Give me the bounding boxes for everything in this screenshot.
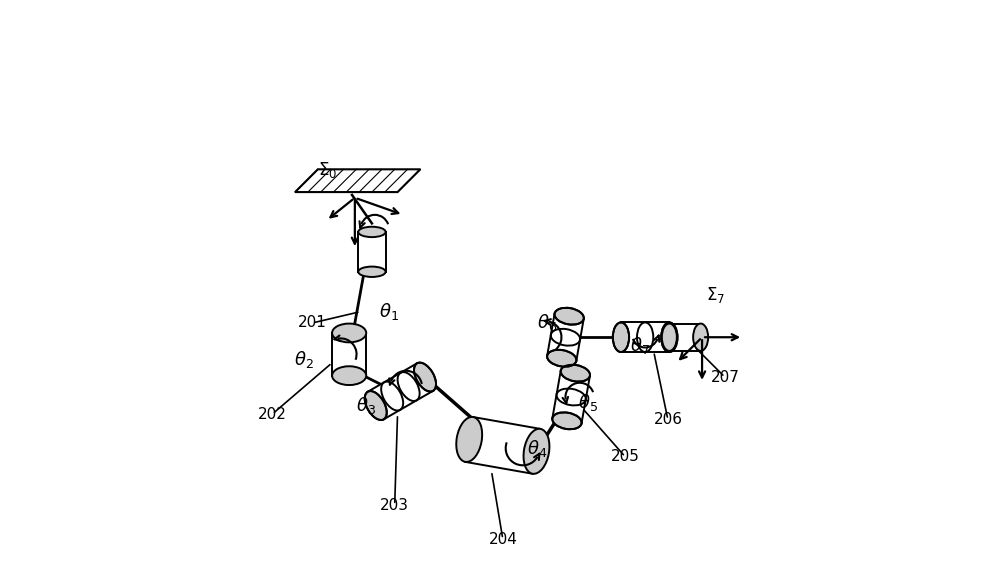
- Text: $\theta_1$: $\theta_1$: [379, 301, 399, 322]
- Polygon shape: [368, 363, 433, 419]
- Text: 203: 203: [380, 498, 409, 513]
- Polygon shape: [621, 323, 669, 352]
- Text: $\theta_4$: $\theta_4$: [527, 438, 547, 459]
- Text: $\theta_6$: $\theta_6$: [537, 312, 557, 333]
- Text: $\Sigma_7$: $\Sigma_7$: [706, 285, 725, 305]
- Text: $\theta_3$: $\theta_3$: [356, 395, 376, 416]
- Text: 204: 204: [488, 532, 517, 547]
- Ellipse shape: [332, 324, 366, 343]
- Ellipse shape: [693, 324, 708, 351]
- Ellipse shape: [552, 412, 582, 429]
- Polygon shape: [669, 324, 701, 351]
- Text: $\theta_2$: $\theta_2$: [294, 349, 313, 371]
- Ellipse shape: [358, 267, 386, 277]
- Ellipse shape: [555, 308, 584, 325]
- Ellipse shape: [613, 323, 629, 352]
- Polygon shape: [295, 169, 420, 192]
- Text: $\theta_7$: $\theta_7$: [630, 335, 649, 356]
- Ellipse shape: [662, 324, 677, 351]
- Text: 206: 206: [653, 412, 682, 427]
- Text: 201: 201: [298, 316, 327, 331]
- Ellipse shape: [524, 429, 549, 474]
- Ellipse shape: [358, 227, 386, 237]
- Ellipse shape: [365, 391, 387, 420]
- Polygon shape: [332, 333, 366, 376]
- FancyBboxPatch shape: [358, 232, 386, 272]
- Ellipse shape: [414, 363, 436, 392]
- Text: 205: 205: [611, 449, 640, 464]
- Ellipse shape: [661, 323, 677, 352]
- Text: $\theta_5$: $\theta_5$: [578, 392, 598, 413]
- Ellipse shape: [561, 365, 590, 382]
- Polygon shape: [547, 313, 584, 361]
- Ellipse shape: [332, 366, 366, 385]
- Polygon shape: [552, 371, 590, 423]
- Text: 207: 207: [710, 370, 739, 384]
- Text: 202: 202: [258, 407, 287, 422]
- Ellipse shape: [547, 350, 576, 367]
- Polygon shape: [465, 417, 540, 474]
- Text: $\Sigma_0$: $\Sigma_0$: [318, 160, 338, 180]
- Ellipse shape: [456, 417, 482, 462]
